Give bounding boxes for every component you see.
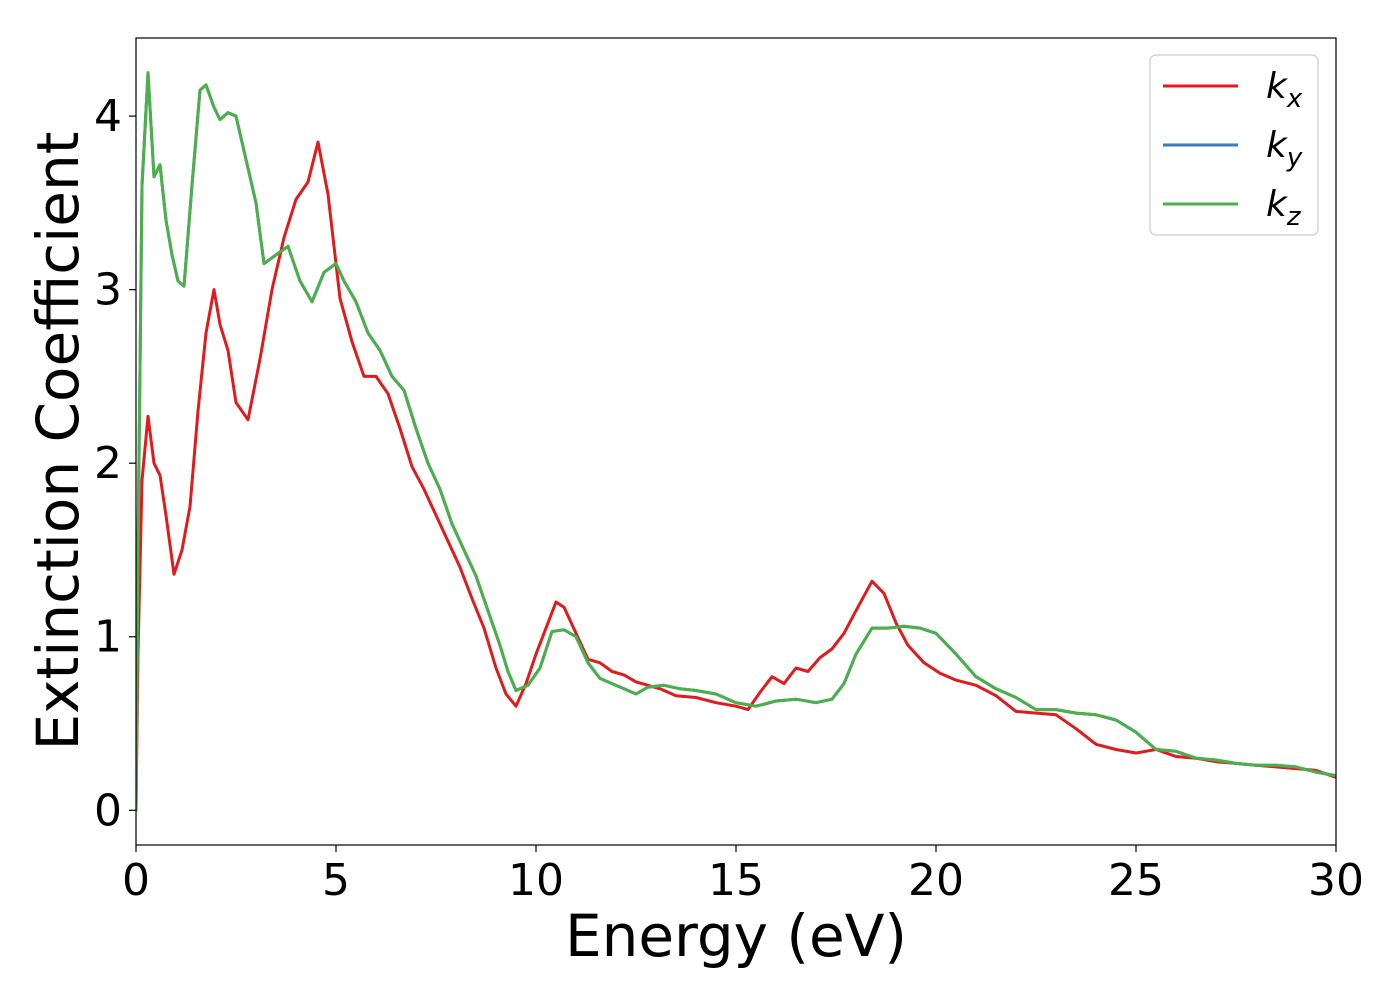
x-tick-label: 10: [508, 855, 564, 906]
y-tick-label: 4: [94, 91, 122, 142]
x-tick-label: 5: [322, 855, 350, 906]
series-line-z: [136, 71, 1336, 812]
legend-label-y: ky: [1266, 125, 1303, 173]
y-tick-label: 0: [94, 785, 122, 836]
legend-label-x: kx: [1266, 66, 1303, 114]
legend-label-z: kz: [1266, 184, 1302, 232]
x-tick-label: 15: [708, 855, 764, 906]
legend-label-subscript: z: [1286, 202, 1302, 232]
x-tick-label: 30: [1308, 855, 1364, 906]
y-axis-label: Extinction Coefficient: [24, 132, 92, 751]
legend-label-subscript: y: [1286, 143, 1303, 173]
legend-label-base: k: [1266, 66, 1289, 107]
y-tick-label: 3: [94, 265, 122, 316]
legend-label-base: k: [1266, 125, 1289, 166]
x-tick-label: 20: [908, 855, 964, 906]
x-axis-ticks: 0 5 10 15 20 25 30: [122, 845, 1364, 906]
y-tick-label: 2: [94, 438, 122, 489]
y-axis-ticks: 0 1 2 3 4: [94, 91, 136, 836]
x-tick-label: 0: [122, 855, 150, 906]
plot-frame: [135, 37, 1337, 846]
series-lines: [136, 71, 1336, 812]
legend-label-base: k: [1266, 184, 1289, 225]
legend-label-subscript: x: [1286, 84, 1303, 114]
series-line-x: [136, 140, 1336, 812]
x-axis-label: Energy (eV): [565, 902, 907, 970]
x-tick-label: 25: [1108, 855, 1164, 906]
y-tick-label: 1: [94, 612, 122, 663]
